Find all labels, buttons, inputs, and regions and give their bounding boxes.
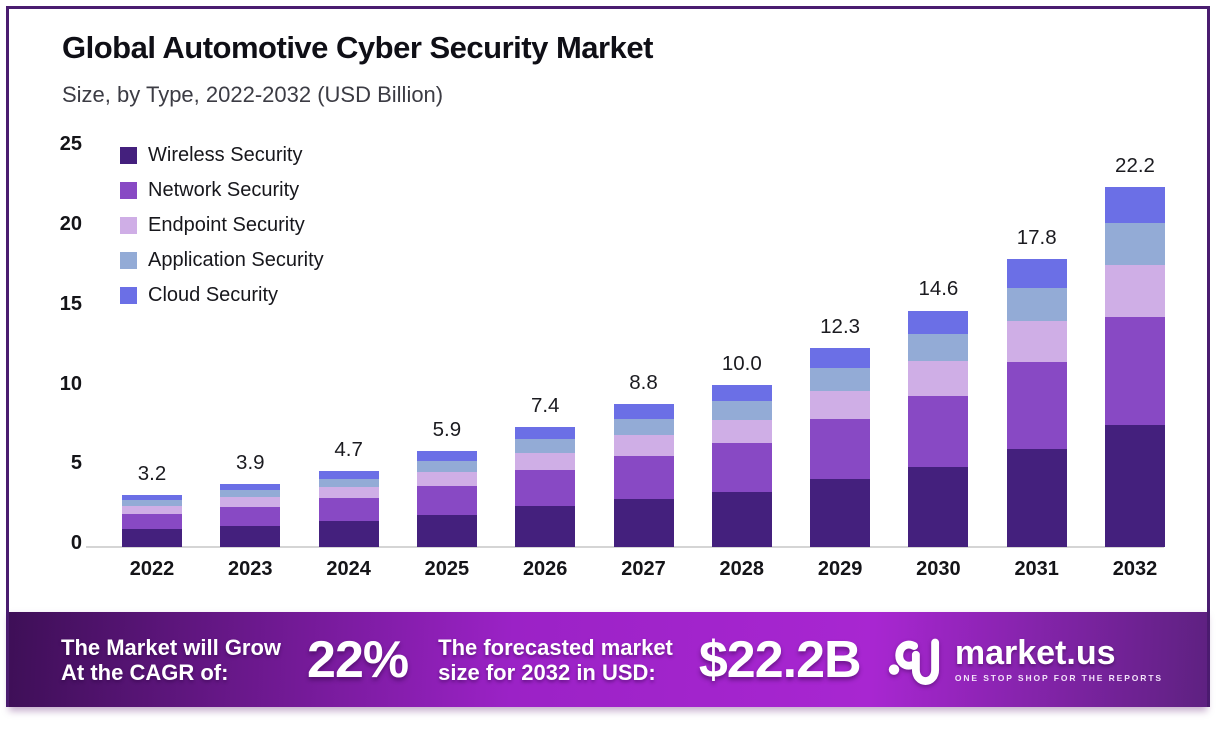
cagr-label: The Market will Grow At the CAGR of:	[61, 635, 281, 685]
legend-label: Wireless Security	[148, 144, 303, 166]
forecast-value: $22.2B	[698, 630, 862, 689]
page-title: Global Automotive Cyber Security Market	[62, 30, 653, 65]
legend-label: Endpoint Security	[148, 214, 305, 236]
legend-label: Network Security	[148, 179, 300, 201]
brand-tagline: ONE STOP SHOP FOR THE REPORTS	[954, 673, 1163, 683]
legend-label: Cloud Security	[148, 284, 279, 306]
forecast-label: The forecasted market size for 2032 in U…	[438, 635, 673, 685]
legend-item-cloud-security: Cloud Security	[120, 284, 324, 307]
legend-swatch-icon	[120, 182, 137, 199]
legend-item-network-security: Network Security	[120, 179, 324, 202]
brand-name: market.us	[954, 634, 1116, 672]
marketus-logo-icon	[888, 638, 939, 685]
legend: Wireless Security Network Security Endpoin…	[120, 144, 324, 307]
legend-swatch-icon	[120, 147, 137, 164]
cagr-value: 22%	[307, 630, 409, 689]
forecast-label-line1: The forecasted market	[438, 634, 673, 660]
legend-item-application-security: Application Security	[120, 249, 324, 272]
forecast-label-line2: size for 2032 in USD:	[438, 659, 656, 685]
legend-item-endpoint-security: Endpoint Security	[120, 214, 324, 237]
page-subtitle: Size, by Type, 2022-2032 (USD Billion)	[62, 82, 444, 107]
legend-swatch-icon	[120, 217, 137, 234]
legend-swatch-icon	[120, 287, 137, 304]
legend-label: Application Security	[148, 249, 324, 271]
cagr-label-line1: The Market will Grow	[61, 634, 282, 660]
brand-text: market.us ONE STOP SHOP FOR THE REPORTS	[955, 636, 1163, 683]
brand-logo: market.us ONE STOP SHOP FOR THE REPORTS	[887, 632, 1163, 688]
cagr-label-line2: At the CAGR of:	[61, 659, 229, 685]
chart-frame	[6, 6, 1210, 707]
legend-item-wireless-security: Wireless Security	[120, 144, 324, 167]
legend-swatch-icon	[120, 252, 137, 269]
footer-banner: The Market will Grow At the CAGR of: 22%…	[9, 612, 1207, 707]
